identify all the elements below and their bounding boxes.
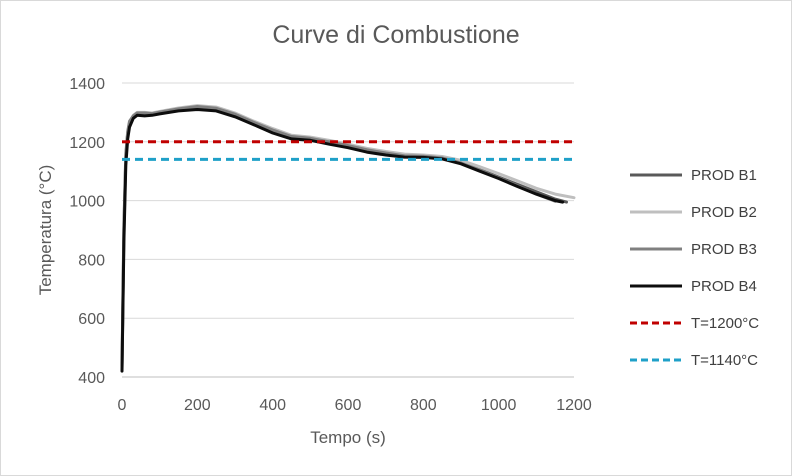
chart-title: Curve di Combustione [272,21,520,49]
y-tick-label: 1200 [69,135,105,152]
legend-label: PROD B4 [691,278,757,295]
x-tick-label: 200 [184,397,211,414]
legend-label: T=1200°C [691,315,759,332]
legend-label: PROD B3 [691,241,757,258]
x-tick-label: 0 [118,397,127,414]
series-layer [120,104,576,373]
x-tick-label: 400 [259,397,286,414]
legend-label: PROD B1 [691,167,757,184]
legend-label: T=1140°C [691,352,758,369]
y-tick-label: 400 [78,370,105,387]
x-tick-label: 1200 [556,397,592,414]
x-axis-title: Tempo (s) [310,428,386,447]
y-tick-label: 600 [78,311,105,328]
series-line-prod-b4 [120,108,565,373]
y-tick-label: 800 [78,252,105,269]
legend-label: PROD B2 [691,204,757,221]
y-axis-title: Temperatura (°C) [36,165,55,296]
legend: PROD B1 PROD B2 PROD B3 PROD B4 T=1200°C T=11… [630,167,759,369]
y-tick-label: 1400 [69,76,105,93]
y-tick-label: 1000 [69,194,105,211]
x-tick-label: 800 [410,397,437,414]
axis-layer: 400 600 800 1000 1200 1400 0 200 400 600 800 1000 12… [69,76,591,414]
x-tick-label: 600 [335,397,362,414]
x-tick-label: 1000 [481,397,517,414]
grid-layer [122,82,574,378]
